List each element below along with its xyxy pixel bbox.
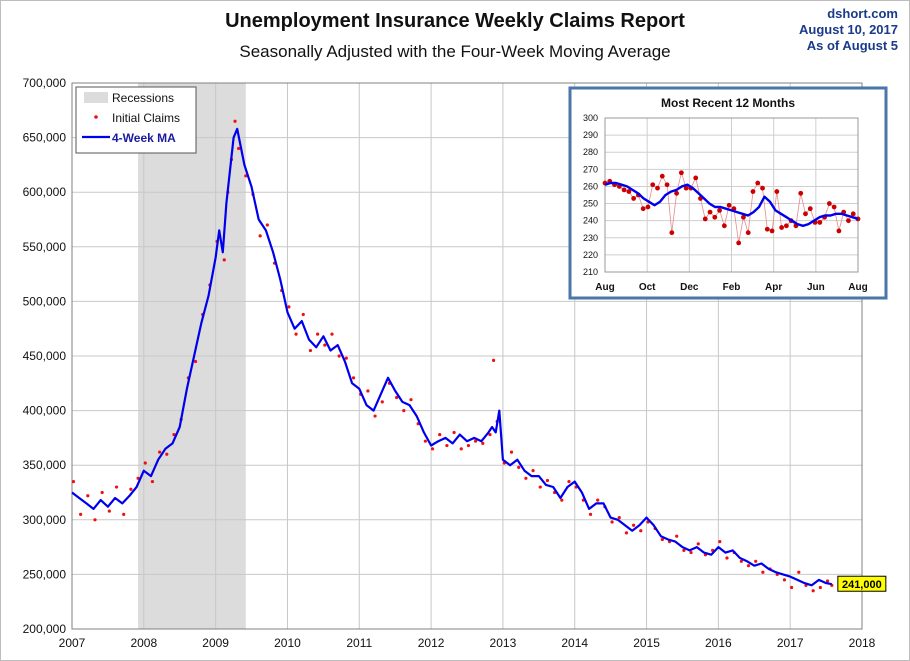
report-date: August 10, 2017 bbox=[799, 22, 898, 37]
as-of-date: As of August 5 bbox=[806, 38, 898, 53]
source-label: dshort.com bbox=[827, 6, 898, 21]
chart-title: Unemployment Insurance Weekly Claims Rep… bbox=[225, 10, 685, 32]
chart-subtitle: Seasonally Adjusted with the Four-Week M… bbox=[239, 42, 671, 61]
